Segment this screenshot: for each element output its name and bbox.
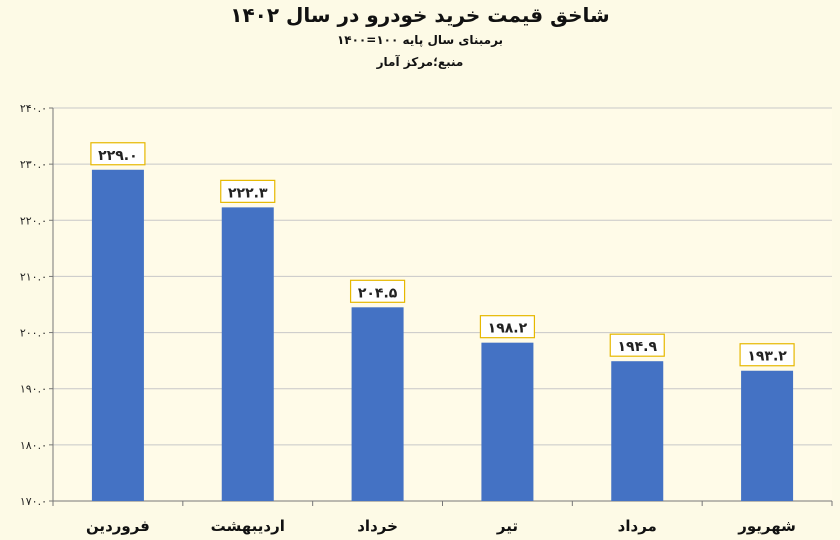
- data-label-box: [739, 343, 795, 367]
- data-label: ۲۲۲.۳: [228, 185, 268, 201]
- category-label: شهریور: [737, 517, 796, 535]
- data-label-box: [479, 315, 536, 339]
- data-label-box: [220, 179, 276, 203]
- category-label: اردیبهشت: [211, 517, 285, 535]
- y-tick-label: ۲۲۰.۰: [20, 214, 47, 227]
- chart-subtitle: برمبنای سال پایه ۱۰۰=۱۴۰۰: [336, 33, 504, 47]
- y-tick-label: ۲۴۰.۰: [20, 102, 47, 115]
- data-label-box: [90, 142, 146, 166]
- chart-title: شاخق قیمت خرید خودرو در سال ۱۴۰۲: [230, 3, 610, 27]
- data-label-box: [609, 333, 665, 357]
- y-tick-label: ۲۱۰.۰: [20, 270, 47, 283]
- bar: [221, 207, 274, 501]
- y-tick-label: ۱۹۰.۰: [20, 383, 47, 396]
- category-label: فروردین: [86, 517, 150, 535]
- y-tick-label: ۱۸۰.۰: [20, 439, 47, 452]
- data-label: ۲۰۴.۵: [358, 285, 398, 301]
- y-tick-label: ۲۰۰.۰: [20, 327, 47, 340]
- chart-source: منبع؛مرکز آمار: [376, 55, 464, 69]
- bar: [481, 342, 534, 501]
- plot-area: [53, 108, 832, 501]
- y-tick-label: ۲۳۰.۰: [20, 158, 47, 171]
- data-label: ۱۹۴.۹: [618, 339, 658, 355]
- data-label: ۱۹۸.۲: [488, 321, 528, 337]
- bar: [611, 361, 664, 501]
- data-label: ۲۲۹.۰: [98, 148, 138, 164]
- bar: [351, 307, 404, 501]
- y-tick-label: ۱۷۰.۰: [20, 495, 47, 508]
- bar: [91, 169, 144, 501]
- bar: [741, 370, 794, 501]
- category-label: تیر: [496, 517, 518, 535]
- category-label: مرداد: [618, 517, 657, 535]
- category-label: خرداد: [357, 517, 398, 535]
- data-label-box: [349, 279, 406, 303]
- data-label: ۱۹۳.۲: [747, 349, 787, 365]
- chart-titles: شاخق قیمت خرید خودرو در سال ۱۴۰۲ برمبنای…: [0, 0, 840, 69]
